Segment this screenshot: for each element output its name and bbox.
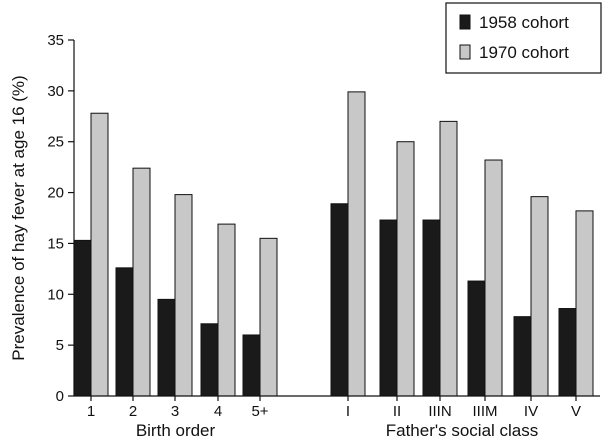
- x-tick-label: 1: [87, 403, 95, 420]
- x-tick-label: 4: [214, 403, 222, 420]
- bar-1970-1-4: [530, 196, 549, 397]
- x-tick-label: I: [346, 403, 350, 420]
- x-tick-label: 3: [171, 403, 179, 420]
- bar-1958-1-5: [558, 308, 577, 397]
- group-label-0: Birth order: [136, 421, 216, 440]
- bars-layer: [73, 91, 594, 397]
- bar-1958-0-1: [115, 267, 134, 397]
- y-tick-label: 0: [56, 388, 64, 405]
- x-tick-label: IIIM: [473, 403, 498, 420]
- bar-1958-1-3: [467, 280, 486, 397]
- bar-1958-0-0: [73, 239, 92, 397]
- bar-1958-0-4: [242, 334, 261, 397]
- bar-1970-0-0: [90, 112, 109, 397]
- bar-1958-1-2: [422, 219, 441, 397]
- y-tick-label: 20: [47, 185, 64, 202]
- bar-1970-1-5: [575, 210, 594, 397]
- bar-1970-0-4: [259, 237, 278, 397]
- legend-label-0: 1958 cohort: [479, 13, 569, 32]
- bar-1958-0-3: [200, 323, 219, 397]
- legend: 1958 cohort 1970 cohort: [445, 2, 602, 74]
- y-tick-label: 35: [47, 32, 64, 49]
- x-tick-label: V: [571, 403, 581, 420]
- x-tick-label: IIIN: [428, 403, 451, 420]
- group-label-1: Father's social class: [386, 421, 539, 440]
- bar-1958-1-1: [379, 219, 398, 397]
- y-tick-label: 5: [56, 337, 64, 354]
- bar-1970-1-0: [347, 91, 366, 397]
- bar-1970-1-3: [484, 159, 503, 397]
- y-tick-label: 30: [47, 83, 64, 100]
- bar-1970-1-1: [396, 141, 415, 397]
- bar-1958-0-2: [157, 298, 176, 397]
- y-tick-label: 15: [47, 235, 64, 252]
- legend-box: [445, 2, 602, 74]
- x-tick-label: 2: [129, 403, 137, 420]
- legend-swatch-1: [459, 44, 471, 60]
- bar-1970-0-1: [132, 167, 151, 397]
- x-tick-label: II: [393, 403, 401, 420]
- bar-1970-1-2: [439, 120, 458, 397]
- legend-label-1: 1970 cohort: [479, 43, 569, 62]
- bar-1958-1-4: [513, 316, 532, 397]
- legend-swatch-0: [459, 14, 471, 30]
- x-tick-label: IV: [524, 403, 538, 420]
- bar-1970-0-2: [174, 194, 193, 397]
- x-tick-label: 5+: [251, 403, 268, 420]
- y-tick-label: 25: [47, 134, 64, 151]
- y-axis-label: Prevalence of hay fever at age 16 (%): [9, 75, 28, 360]
- bar-1958-1-0: [330, 203, 349, 397]
- y-tick-label: 10: [47, 286, 64, 303]
- bar-1970-0-3: [217, 223, 236, 397]
